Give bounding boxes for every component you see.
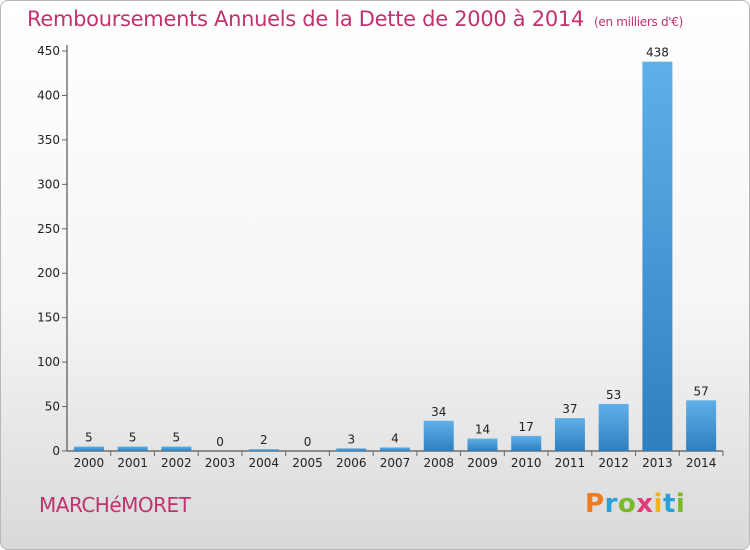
x-tick-label-2003: 2003 xyxy=(205,456,236,470)
bar-2012 xyxy=(598,403,629,451)
bar-2001 xyxy=(117,446,148,451)
bar-2002 xyxy=(161,446,192,451)
bar-2000 xyxy=(73,446,104,451)
x-tick-label-2004: 2004 xyxy=(249,456,280,470)
data-label-2005: 0 xyxy=(304,435,312,449)
logo-letter: i xyxy=(653,489,663,519)
data-label-2011: 37 xyxy=(562,402,577,416)
x-tick-label-2014: 2014 xyxy=(686,456,717,470)
y-tick-label: 450 xyxy=(37,44,60,58)
chart-unit-note: (en milliers d'€) xyxy=(594,15,684,29)
data-label-2009: 14 xyxy=(475,423,490,437)
y-tick-label: 200 xyxy=(37,266,60,280)
bar-2009 xyxy=(467,438,498,451)
x-tick-label-2012: 2012 xyxy=(598,456,629,470)
town-name: MARCHéMORET xyxy=(39,493,191,517)
logo-letter: P xyxy=(585,489,605,519)
y-tick-label: 300 xyxy=(37,177,60,191)
bar-2008 xyxy=(423,420,454,451)
logo-letter: r xyxy=(604,489,618,519)
x-tick-label-2011: 2011 xyxy=(555,456,586,470)
data-label-2007: 4 xyxy=(391,431,399,445)
y-tick-label: 350 xyxy=(37,133,60,147)
y-tick-label: 100 xyxy=(37,355,60,369)
bar-2004 xyxy=(248,449,279,451)
data-label-2003: 0 xyxy=(216,435,224,449)
logo-letter: x xyxy=(636,489,654,519)
data-label-2004: 2 xyxy=(260,433,268,447)
logo-letter: i xyxy=(675,489,686,519)
y-tick-label: 0 xyxy=(52,444,60,458)
logo-letter: t xyxy=(662,489,676,519)
data-label-2012: 53 xyxy=(606,388,621,402)
y-tick-label: 150 xyxy=(37,311,60,325)
x-tick-label-2010: 2010 xyxy=(511,456,542,470)
chart-title: Remboursements Annuels de la Dette de 20… xyxy=(27,7,683,31)
proxiti-logo: Proxiti xyxy=(585,489,685,519)
x-tick-label-2013: 2013 xyxy=(642,456,673,470)
data-label-2002: 5 xyxy=(173,431,181,445)
y-tick-label: 50 xyxy=(45,400,60,414)
data-label-2013: 438 xyxy=(646,46,669,60)
data-label-2000: 5 xyxy=(85,431,93,445)
bar-2006 xyxy=(336,448,367,451)
x-tick-label-2001: 2001 xyxy=(117,456,148,470)
bar-2010 xyxy=(511,435,542,451)
data-label-2001: 5 xyxy=(129,431,137,445)
data-label-2014: 57 xyxy=(693,384,708,398)
bar-2013 xyxy=(642,61,673,452)
chart-title-text: Remboursements Annuels de la Dette de 20… xyxy=(27,7,584,31)
logo-letter: o xyxy=(617,489,637,519)
bar-2014 xyxy=(686,400,717,451)
bar-2011 xyxy=(554,418,585,451)
x-tick-label-2005: 2005 xyxy=(292,456,323,470)
x-tick-label-2009: 2009 xyxy=(467,456,498,470)
x-tick-label-2000: 2000 xyxy=(74,456,105,470)
data-label-2010: 17 xyxy=(519,420,534,434)
data-label-2008: 34 xyxy=(431,405,446,419)
data-label-2006: 3 xyxy=(347,432,355,446)
x-tick-label-2007: 2007 xyxy=(380,456,411,470)
y-tick-label: 250 xyxy=(37,222,60,236)
bar-2007 xyxy=(380,447,410,451)
x-tick-label-2008: 2008 xyxy=(423,456,454,470)
y-tick-label: 400 xyxy=(37,88,60,102)
x-tick-label-2002: 2002 xyxy=(161,456,192,470)
x-tick-label-2006: 2006 xyxy=(336,456,367,470)
